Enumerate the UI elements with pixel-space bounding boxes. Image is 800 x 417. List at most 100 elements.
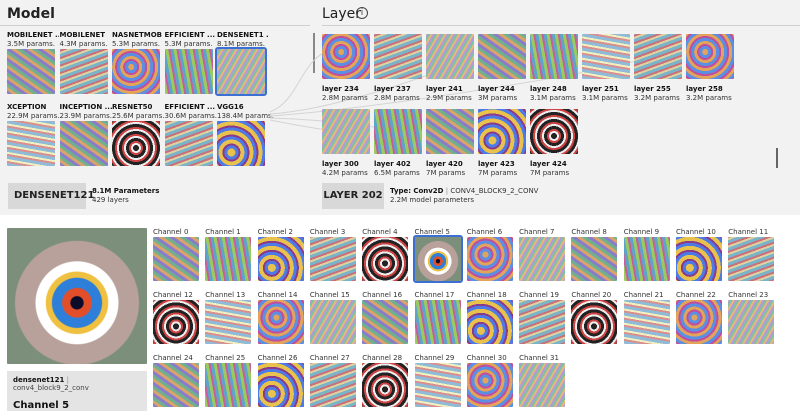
channel-card[interactable]: Channel 19 (519, 290, 569, 344)
layer-card-label: layer 255 (634, 85, 671, 93)
model-card-label: RESNET50 (112, 103, 153, 111)
layer-card[interactable]: layer 423 7M params (478, 109, 530, 178)
channel-card[interactable]: Channel 8 (571, 227, 621, 281)
channel-card-thumbnail (362, 363, 409, 407)
channel-card[interactable]: Channel 5 (412, 227, 465, 283)
layer-card-thumbnail (322, 34, 370, 79)
model-card[interactable]: INCEPTION ... 23.9M params. (59, 103, 112, 166)
channel-card[interactable]: Channel 4 (362, 227, 412, 281)
layer-card[interactable]: layer 244 3M params (478, 34, 530, 103)
layer-card[interactable]: layer 255 3.2M params (634, 34, 686, 103)
channel-card[interactable]: Channel 15 (309, 290, 360, 344)
channel-card-thumbnail (519, 237, 566, 281)
model-card[interactable]: EFFICIENT ... 30.6M params. (164, 103, 217, 166)
channel-card[interactable]: Channel 21 (623, 290, 674, 344)
layer-scrollbar[interactable] (776, 148, 778, 168)
channel-card[interactable]: Channel 25 (205, 353, 255, 407)
model-card-label: MOBILENET (59, 31, 106, 39)
channel-card[interactable]: Channel 3 (309, 227, 360, 281)
channel-card[interactable]: Channel 31 (519, 353, 569, 407)
channel-card-thumbnail (257, 237, 304, 281)
model-card-label: VGG16 (217, 103, 244, 111)
channel-card[interactable]: Channel 10 (676, 227, 726, 281)
channel-card-label: Channel 0 (153, 228, 189, 236)
info-icon[interactable]: i (356, 7, 368, 19)
model-scrollbar[interactable] (313, 33, 315, 73)
channel-card-thumbnail (257, 363, 304, 407)
channel-card[interactable]: Channel 18 (466, 290, 517, 344)
layer-card-label: layer 241 (426, 85, 463, 93)
channel-card[interactable]: Channel 26 (257, 353, 308, 407)
channel-card[interactable]: Channel 29 (414, 353, 465, 407)
layer-card-params: 3.2M params (634, 94, 680, 102)
model-card[interactable]: MOBILENET ... 3.5M params. (7, 31, 59, 94)
channel-card[interactable]: Channel 2 (257, 227, 308, 281)
layer-card[interactable]: layer 402 6.5M params (374, 109, 426, 178)
channel-card[interactable]: Channel 23 (728, 290, 778, 344)
model-card[interactable]: EFFICIENT ... 5.3M params. (164, 31, 217, 94)
channel-card[interactable]: Channel 28 (362, 353, 412, 407)
selected-channel-title: Channel 5 (13, 400, 70, 411)
model-card-thumbnail (164, 121, 213, 166)
channel-card[interactable]: Channel 6 (466, 227, 517, 281)
selected-model-parameters: 8.1M Parameters (92, 187, 160, 195)
model-card[interactable]: MOBILENET 4.3M params. (59, 31, 112, 94)
layer-card[interactable]: layer 420 7M params (426, 109, 478, 178)
channel-card-label: Channel 23 (728, 291, 769, 299)
layer-card[interactable]: layer 251 3.1M params (582, 34, 634, 103)
model-card-params: 4.3M params. (59, 40, 108, 48)
channel-card[interactable]: Channel 11 (728, 227, 778, 281)
channel-card[interactable]: Channel 22 (676, 290, 726, 344)
channel-card-label: Channel 21 (623, 291, 664, 299)
selected-layer-type: Conv2D (413, 187, 444, 195)
channel-card-thumbnail (466, 237, 513, 281)
layer-card-params: 6.5M params (374, 169, 420, 177)
channel-card[interactable]: Channel 30 (466, 353, 517, 407)
channel-card[interactable]: Channel 27 (309, 353, 360, 407)
layer-card-thumbnail (478, 34, 526, 79)
channel-card[interactable]: Channel 0 (153, 227, 203, 281)
channel-card[interactable]: Channel 17 (414, 290, 465, 344)
channel-card-label: Channel 9 (623, 228, 660, 236)
channel-card[interactable]: Channel 14 (257, 290, 308, 344)
model-card[interactable]: RESNET50 25.6M params. (112, 103, 164, 166)
model-card[interactable]: NASNETMOB ...5.3M params. (112, 31, 164, 94)
selected-layer-badge: LAYER 202 (322, 183, 384, 209)
model-card-thumbnail (59, 121, 108, 166)
channel-card[interactable]: Channel 20 (571, 290, 621, 344)
layer-card[interactable]: layer 234 2.8M params (322, 34, 374, 103)
channel-card[interactable]: Channel 12 (153, 290, 203, 344)
channel-card-thumbnail (728, 300, 775, 344)
layer-card-params: 2.9M params (426, 94, 472, 102)
model-card[interactable]: DENSENET1 ... 8.1M params. (215, 31, 269, 96)
selected-layer-block: CONV4_BLOCK9_2_CONV (450, 187, 539, 195)
layer-card[interactable]: layer 241 2.9M params (426, 34, 478, 103)
channel-card-label: Channel 31 (519, 354, 559, 362)
channel-card[interactable]: Channel 13 (205, 290, 255, 344)
channel-card[interactable]: Channel 7 (519, 227, 569, 281)
model-card-thumbnail (59, 49, 108, 94)
model-card-params: 138.4M params. (217, 112, 274, 120)
layer-card[interactable]: layer 424 7M params (530, 109, 582, 178)
model-card[interactable]: VGG16 138.4M params. (217, 103, 274, 166)
layer-card-label: layer 248 (530, 85, 567, 93)
channel-card[interactable]: Channel 9 (623, 227, 674, 281)
layer-title-rule (322, 25, 800, 26)
model-title-rule (0, 25, 310, 26)
channel-card[interactable]: Channel 16 (362, 290, 412, 344)
model-card[interactable]: XCEPTION 22.9M params. (7, 103, 59, 166)
channel-card-thumbnail (623, 300, 670, 344)
channel-card-label: Channel 19 (519, 291, 559, 299)
layer-card[interactable]: layer 237 2.8M params (374, 34, 426, 103)
channel-card[interactable]: Channel 24 (153, 353, 203, 407)
layer-card-label: layer 258 (686, 85, 723, 93)
layer-card[interactable]: layer 300 4.2M params (322, 109, 374, 178)
layer-card-label: layer 244 (478, 85, 515, 93)
layer-card-params: 2.8M params (322, 94, 368, 102)
layer-card[interactable]: layer 258 3.2M params (686, 34, 738, 103)
layer-card[interactable]: layer 248 3.1M params (530, 34, 582, 103)
selected-channel-visualization (7, 228, 147, 364)
channel-card[interactable]: Channel 1 (205, 227, 255, 281)
layer-card-thumbnail (530, 34, 578, 79)
channel-card-label: Channel 25 (205, 354, 246, 362)
